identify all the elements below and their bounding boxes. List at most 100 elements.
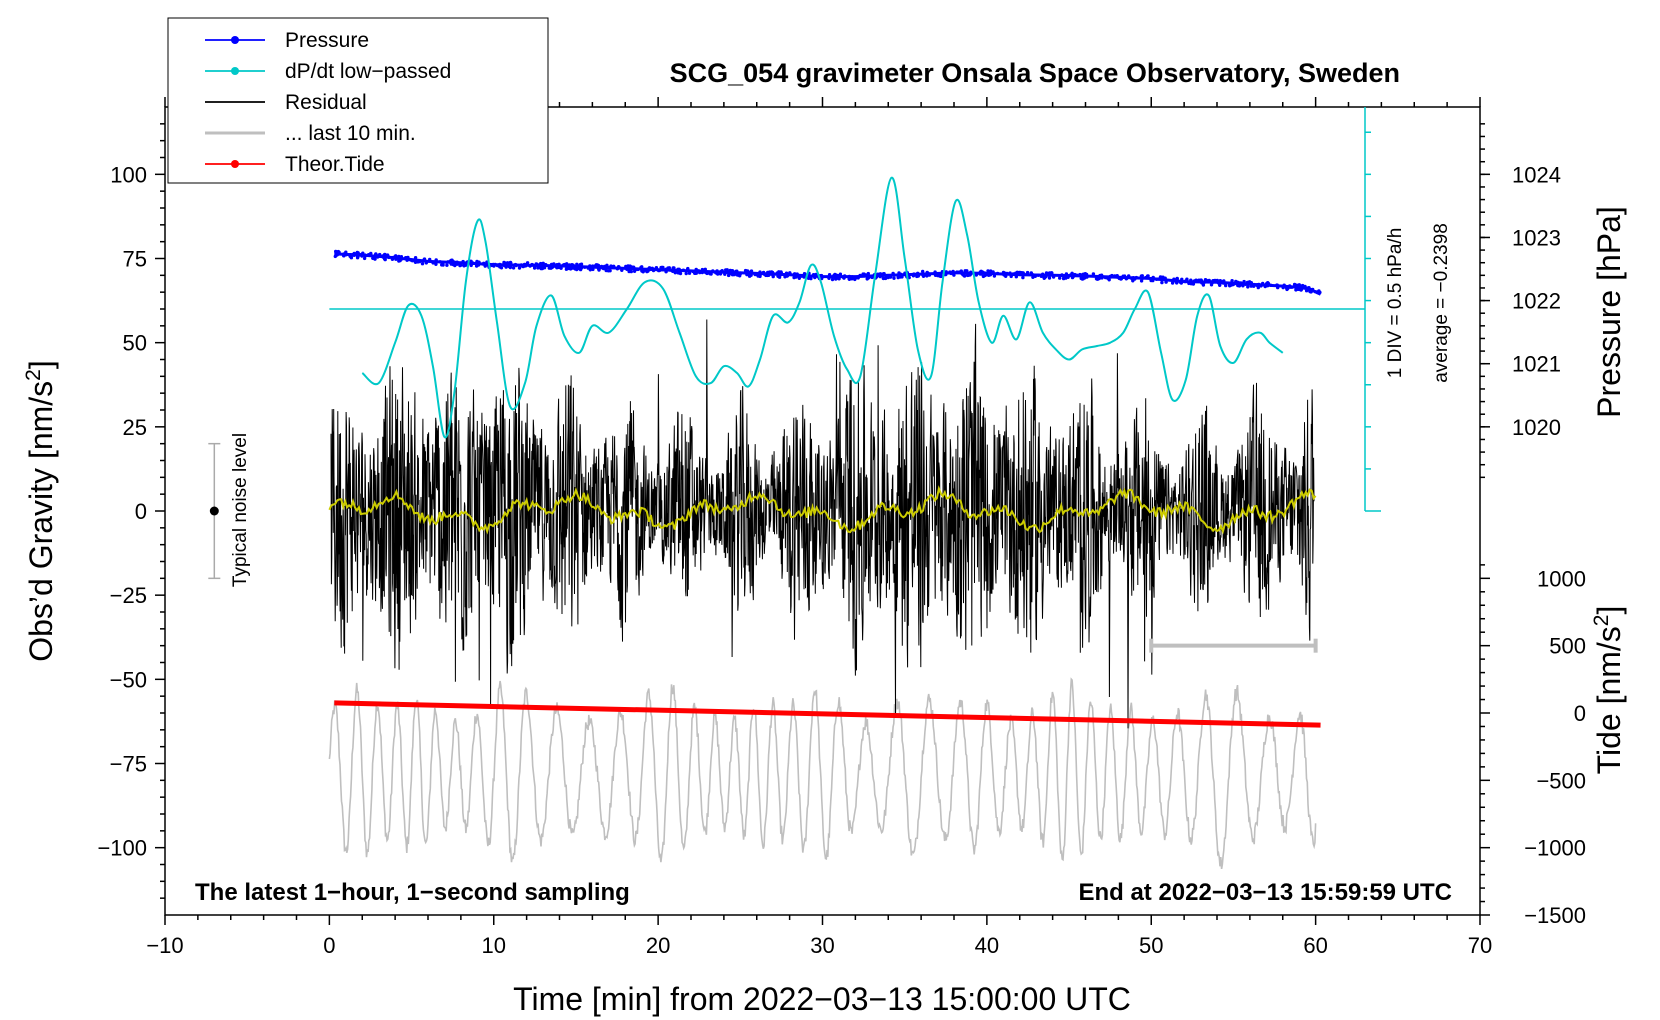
pressure-dot	[676, 271, 680, 275]
pressure-dot	[566, 266, 571, 271]
pressure-dot	[1022, 272, 1027, 277]
pressure-dot	[1221, 281, 1226, 285]
pressure-dot	[451, 262, 455, 267]
pressure-dot	[1209, 283, 1214, 287]
y-tick-label: −100	[97, 836, 147, 861]
pressure-dot	[397, 254, 401, 259]
pressure-dot	[410, 259, 415, 263]
pressure-axis-label: Pressure [hPa]	[1591, 206, 1627, 418]
pressure-dot	[351, 252, 355, 257]
pressure-dot	[1218, 283, 1222, 287]
pressure-dot	[483, 262, 488, 266]
pressure-dot	[834, 273, 838, 277]
pressure-dot	[1105, 275, 1109, 280]
pressure-dot	[1044, 271, 1049, 275]
pressure-dot	[413, 256, 418, 260]
pressure-dot	[569, 263, 573, 268]
pressure-dot	[521, 264, 525, 269]
pressure-dot	[671, 266, 675, 270]
pressure-average-label: average = −0.2398	[1431, 223, 1452, 383]
pressure-dot	[1014, 275, 1018, 279]
pressure-dot	[539, 266, 543, 271]
y-tick-label: 50	[123, 331, 147, 356]
pressure-dot	[1049, 271, 1054, 275]
pressure-dot	[525, 262, 529, 266]
pressure-dot	[1131, 279, 1135, 283]
pressure-dot	[1164, 280, 1168, 284]
pressure-dot	[1237, 284, 1242, 288]
pressure-dot	[837, 277, 841, 281]
pressure-dot	[842, 276, 846, 280]
pressure-dot	[912, 272, 916, 276]
pressure-dot	[407, 257, 411, 262]
pressure-dot	[602, 266, 606, 271]
pressure-dot	[1224, 283, 1228, 288]
pressure-dot	[897, 271, 901, 275]
pressure-dot	[952, 273, 956, 277]
pressure-dot	[1079, 276, 1084, 280]
tide-tick-label: −500	[1536, 768, 1586, 793]
pressure-dot	[726, 273, 731, 278]
pressure-dot	[834, 277, 838, 281]
pressure-dot	[509, 261, 513, 265]
pressure-dot	[1159, 275, 1163, 279]
pressure-dot	[627, 269, 631, 274]
pressure-dot	[1097, 276, 1101, 281]
pressure-dot	[1249, 284, 1253, 288]
x-tick-label: 50	[1139, 933, 1163, 958]
pressure-dot	[725, 268, 729, 272]
pressure-tick-label: 1020	[1512, 415, 1561, 440]
pressure-dot	[696, 269, 701, 273]
pressure-dot	[564, 264, 569, 269]
pressure-dot	[1108, 275, 1112, 279]
pressure-dot	[806, 276, 811, 280]
pressure-dot	[847, 277, 851, 281]
pressure-dot	[882, 272, 886, 276]
dpdt-line	[361, 176, 1284, 439]
pressure-dot	[344, 253, 348, 257]
pressure-dot	[1081, 272, 1085, 277]
pressure-dot	[933, 273, 938, 277]
pressure-dot	[334, 249, 338, 254]
pressure-dot	[1285, 286, 1289, 290]
pressure-dot	[916, 271, 920, 275]
pressure-dot	[1202, 280, 1207, 284]
pressure-dot	[830, 277, 835, 282]
pressure-dot	[966, 273, 971, 277]
pressure-dot	[440, 263, 444, 267]
pressure-dot	[922, 273, 927, 277]
pressure-dot	[961, 273, 965, 277]
pressure-dot	[1021, 275, 1025, 280]
pressure-dot	[1151, 275, 1155, 280]
pressure-dot	[440, 260, 444, 265]
pressure-dot	[1246, 285, 1250, 289]
pressure-dot	[1304, 289, 1309, 293]
pressure-dot	[586, 266, 590, 270]
axes-layer: −10 0 10 20 30 40 50 60 70−100−75−50−25025507510…	[97, 97, 1586, 958]
x-tick-label: 60	[1303, 933, 1327, 958]
pressure-dot	[862, 272, 866, 276]
tide-axis-label-sup: 2	[1590, 615, 1613, 627]
div-scale-label: 1 DIV = 0.5 hPa/h	[1385, 228, 1406, 379]
y-axis-label: Obs’d Gravity [nm/s2]	[22, 360, 59, 662]
pressure-dot	[989, 269, 993, 273]
y-axis-label-sup: 2	[22, 369, 45, 381]
pressure-dot	[959, 270, 963, 274]
pressure-dot	[532, 266, 537, 270]
legend: Pressure dP/dt low−passed Residual ... last…	[167, 17, 549, 184]
pressure-dot	[738, 272, 742, 276]
pressure-dot	[745, 272, 749, 277]
pressure-dot	[1230, 283, 1234, 287]
pressure-dot	[371, 256, 375, 260]
pressure-dot	[813, 275, 817, 280]
pressure-dot	[1234, 279, 1238, 284]
pressure-dot	[939, 274, 943, 279]
pressure-dot	[333, 254, 337, 259]
pressure-dot	[858, 273, 862, 278]
pressure-dot	[490, 263, 494, 268]
pressure-dot	[1180, 277, 1184, 281]
pressure-dot	[1117, 276, 1122, 281]
pressure-dot	[664, 270, 668, 274]
pressure-dot	[965, 269, 969, 273]
